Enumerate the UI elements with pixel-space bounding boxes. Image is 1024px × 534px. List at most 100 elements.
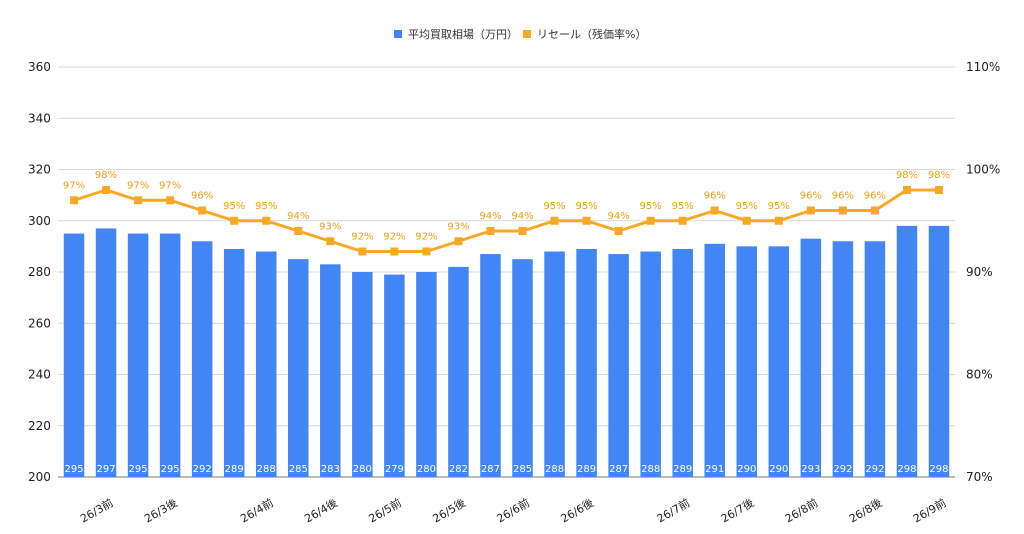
left-tick-label: 200 [28,470,51,484]
bar-value-label: 295 [64,464,83,475]
bar [288,259,309,477]
line-point [70,196,79,205]
bar-value-label: 291 [705,464,724,475]
bar-value-label: 280 [353,464,372,475]
bar [800,238,822,477]
bar [608,254,629,477]
bar-value-label: 298 [929,464,948,475]
line-point-label: 92% [383,232,405,243]
bar [159,233,181,477]
line-point-label: 96% [864,191,886,202]
bar-value-label: 290 [769,464,788,475]
bar [928,225,950,477]
line-point [262,216,271,225]
bar-value-label: 288 [545,464,564,475]
bar-value-label: 292 [833,464,852,475]
bar-value-label: 287 [609,464,628,475]
line-point [166,196,175,205]
bar-value-labels: 295 297 295 295 292 289 288 285 283 280 279 280 282 2… [64,464,948,475]
line-point-label: 97% [127,180,149,191]
line-point [422,247,431,256]
bar [352,272,373,477]
legend: 平均買取相場（万円） リセール（残価率%） [394,27,646,41]
line-point [390,247,399,256]
bar-value-label: 282 [449,464,468,475]
x-tick-label: 26/7前 [654,495,692,525]
bar-value-label: 295 [161,464,180,475]
bar [63,233,85,477]
bar [640,251,661,477]
bar [191,241,213,477]
x-tick-label: 26/8後 [846,495,884,525]
bar-value-label: 283 [321,464,340,475]
bar-value-label: 289 [225,464,244,475]
x-tick-label: 26/3後 [142,495,180,525]
line-point [134,196,143,205]
line-point [326,237,335,246]
line-point-label: 97% [159,180,181,191]
right-tick-label: 70% [966,470,993,484]
legend-swatch-bars [394,30,402,38]
x-tick-label: 26/4前 [238,495,276,525]
bar-series [63,225,950,477]
legend-label-line: リセール（残価率%） [537,27,646,41]
line-point-label: 95% [543,201,565,212]
bar [768,246,790,477]
left-tick-label: 260 [28,316,51,330]
line-point-label: 94% [287,211,309,222]
line-point-label: 94% [479,211,501,222]
line-point-label: 97% [63,180,85,191]
line-point-label: 98% [896,170,918,181]
bar-value-label: 290 [737,464,756,475]
left-tick-label: 360 [28,60,51,74]
left-axis: 200 220 240 260 280 300 320 340 360 [28,60,51,484]
bar-value-label: 292 [193,464,212,475]
line-point-label: 94% [608,211,630,222]
left-tick-label: 240 [28,368,51,382]
bar [864,241,886,477]
bar [704,243,725,477]
bar-value-label: 280 [417,464,436,475]
bar-value-label: 287 [481,464,500,475]
bar [544,251,565,477]
bar [255,251,277,477]
line-point [198,206,207,215]
bar-value-label: 285 [513,464,532,475]
line-point [102,186,111,194]
bar [95,228,117,477]
line-series: 97% 98% 97% 97% 96% 95% 95% 94% 93% 92% 92% 92% 93% 9… [63,170,950,256]
line-point-label: 96% [832,191,854,202]
bar [576,248,597,477]
line-point-label: 96% [191,191,213,202]
bar [223,248,245,477]
bar [512,259,533,477]
bar [672,248,693,477]
right-tick-label: 90% [966,265,993,279]
bar [480,254,501,477]
right-tick-label: 80% [966,368,993,382]
line-point [870,206,879,215]
line-point-label: 95% [575,201,597,212]
line-point-label: 98% [928,170,950,181]
line-point [518,227,527,235]
line-point [230,216,239,225]
x-tick-label: 26/6後 [558,495,596,525]
line-point-label: 95% [255,201,277,212]
line-point-label: 94% [511,211,533,222]
line-point [358,247,367,256]
line-point-label: 95% [768,201,790,212]
line-point [614,227,623,235]
legend-label-bars: 平均買取相場（万円） [408,28,518,41]
bar [127,233,149,477]
left-tick-label: 300 [28,214,51,228]
bar-value-label: 297 [97,464,116,475]
bar-value-label: 289 [577,464,596,475]
bar [384,274,405,477]
bar [832,241,854,477]
bar [736,246,758,477]
line-point-label: 96% [800,191,822,202]
x-axis: 26/3前 26/3後 26/4前 26/4後 26/5前 26/5後 26/6前 26/6後… [78,495,949,525]
bar-value-label: 293 [801,464,820,475]
right-axis: 70% 80% 90% 100% 110% [966,60,1000,484]
bar-value-label: 295 [129,464,148,475]
